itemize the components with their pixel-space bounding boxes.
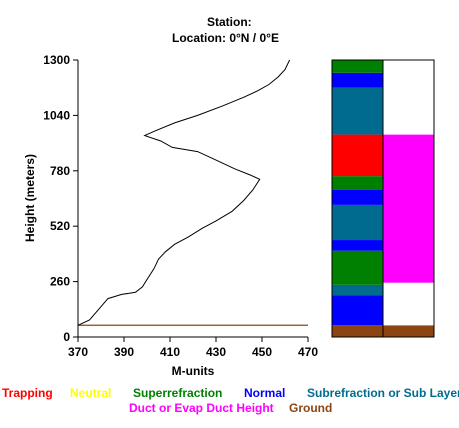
y-tick-label: 780 (50, 164, 70, 178)
y-tick-label: 1300 (43, 53, 70, 67)
y-tick-label: 520 (50, 219, 70, 233)
plot-area (77, 59, 308, 326)
x-tick-label: 390 (114, 345, 134, 359)
layer-bars (331, 59, 435, 338)
y-tick-label: 0 (63, 330, 70, 344)
y-axis-label: Height (meters) (23, 154, 37, 242)
left-layer-segment (332, 284, 383, 296)
right-layer-segment (383, 282, 434, 326)
left-layer-segment (332, 189, 383, 205)
right-layer-segment (383, 325, 434, 337)
left-layer-segment (332, 204, 383, 241)
axes: 0 260 520 780 1040 1300 370 390 410 430 450 470 (43, 53, 318, 359)
x-tick-label: 470 (298, 345, 318, 359)
left-layer-segment (332, 240, 383, 251)
left-layer-segment (332, 60, 383, 73)
x-tick-label: 430 (206, 345, 226, 359)
left-layer-segment (332, 87, 383, 135)
profile-series-line (77, 59, 291, 326)
right-layer-frame (382, 59, 435, 338)
x-tick-label: 410 (160, 345, 180, 359)
right-layer-segment (383, 60, 434, 135)
location-label: Location: 0°N / 0°E (172, 31, 279, 45)
right-layer-segment (383, 134, 434, 283)
left-layer-segment (332, 295, 383, 326)
left-layer-segment (332, 250, 383, 285)
left-layer-segment (332, 72, 383, 88)
left-layer-segment (332, 134, 383, 177)
x-tick-label: 370 (68, 345, 88, 359)
y-tick-label: 1040 (43, 108, 70, 122)
left-layer-segment (332, 325, 383, 337)
y-tick-label: 260 (50, 275, 70, 289)
left-layer-segment (332, 176, 383, 190)
x-axis-label: M-units (172, 364, 215, 378)
x-tick-label: 450 (252, 345, 272, 359)
station-label: Station: (207, 15, 252, 29)
